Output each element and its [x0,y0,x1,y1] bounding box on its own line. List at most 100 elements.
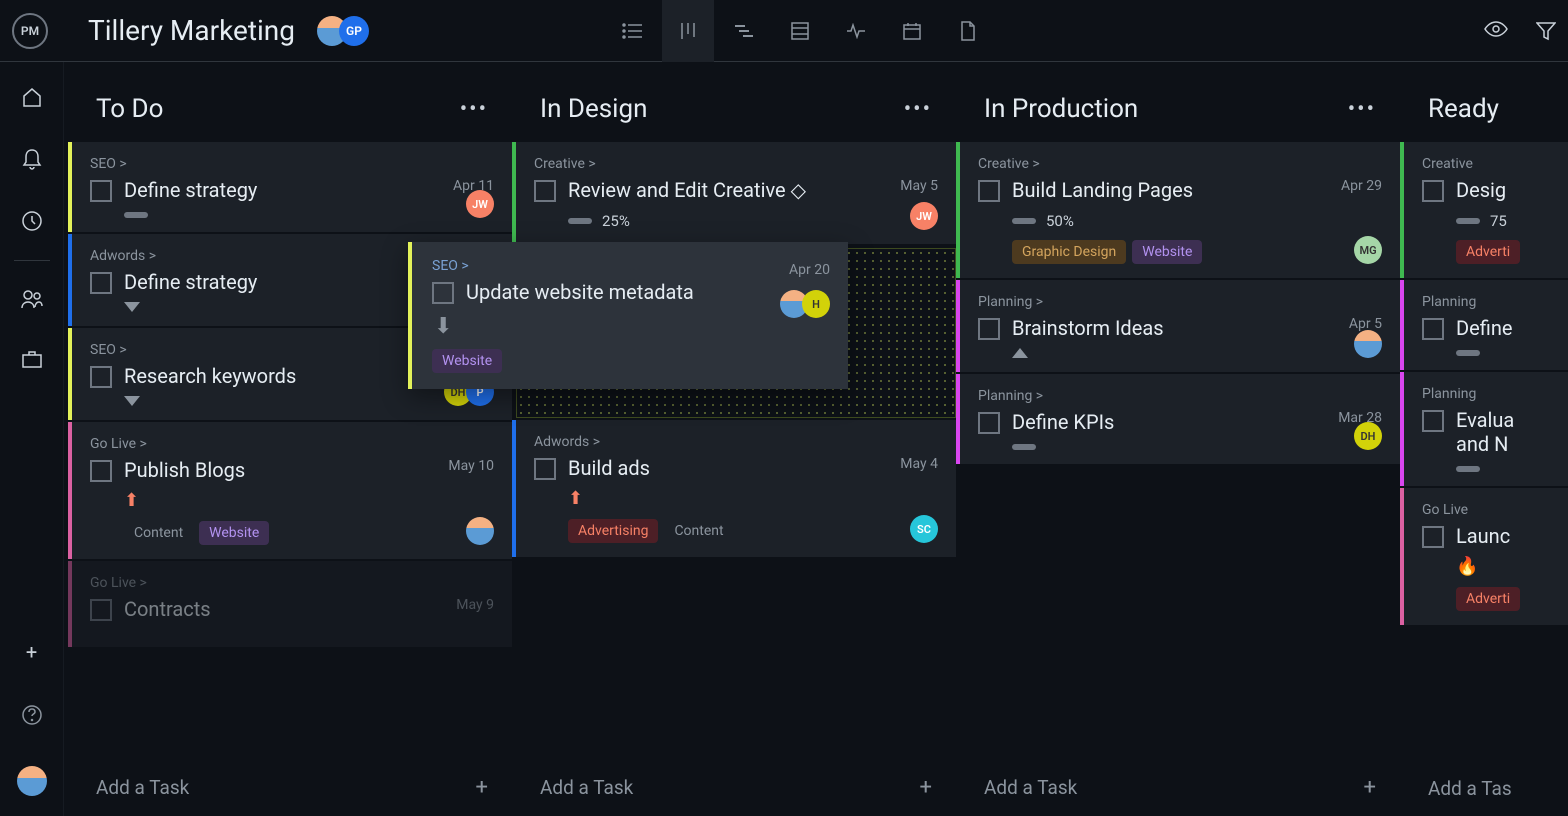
card-checkbox[interactable] [978,412,1000,434]
card[interactable]: PlanningDefine [1400,280,1568,370]
card-checkbox[interactable] [1422,318,1444,340]
briefcase-icon[interactable] [21,349,43,369]
user-avatar[interactable] [17,766,47,796]
view-gantt-icon[interactable] [718,0,770,62]
tag[interactable]: Graphic Design [1012,240,1126,264]
card-checkbox[interactable] [90,599,112,621]
card-avatar[interactable]: DH [1354,422,1382,450]
card-assignees[interactable]: MG [1360,236,1382,264]
view-file-icon[interactable] [942,0,994,62]
card-breadcrumb[interactable]: Planning [1422,294,1552,310]
card-assignees[interactable] [472,517,494,545]
filter-icon[interactable] [1536,21,1556,41]
card-checkbox[interactable] [90,272,112,294]
tag[interactable]: Adverti [1456,587,1520,611]
card-avatar[interactable]: JW [910,202,938,230]
card[interactable]: SEO >Define strategyApr 11JW [68,142,512,232]
card[interactable]: Go Live >Publish BlogsMay 10⬆ContentWebs… [68,422,512,559]
card-checkbox[interactable] [90,460,112,482]
card-checkbox[interactable] [534,458,556,480]
card[interactable]: Adwords >Build adsMay 4⬆AdvertisingConte… [512,420,956,557]
view-calendar-icon[interactable] [886,0,938,62]
add-task-button[interactable]: Add a Tas [1400,761,1568,816]
card-checkbox[interactable] [534,180,556,202]
view-activity-icon[interactable] [830,0,882,62]
column-menu-icon[interactable]: ••• [460,97,488,122]
add-task-label: Add a Task [540,776,633,799]
card-avatar[interactable]: SC [910,515,938,543]
card-assignees[interactable]: JW [916,202,938,230]
tag[interactable]: Website [432,349,502,373]
visibility-icon[interactable] [1484,21,1508,41]
card-breadcrumb[interactable]: Planning > [978,388,1382,404]
card-date: May 5 [900,178,938,194]
team-icon[interactable] [20,289,44,309]
card[interactable]: Creative >Build Landing PagesApr 2950%Gr… [956,142,1400,278]
tag[interactable]: Adverti [1456,240,1520,264]
card-avatar[interactable] [466,517,494,545]
card-breadcrumb[interactable]: Go Live > [90,436,494,452]
tag[interactable]: Website [1132,240,1202,264]
card-breadcrumb[interactable]: Planning [1422,386,1552,402]
card-assignees[interactable] [1360,330,1382,358]
card-breadcrumb[interactable]: Go Live [1422,502,1552,518]
card-assignees[interactable]: H [786,290,830,318]
view-board-icon[interactable] [662,0,714,62]
card-avatar[interactable]: MG [1354,236,1382,264]
tag[interactable]: Content [124,521,193,545]
card-checkbox[interactable] [978,318,1000,340]
add-task-button[interactable]: Add a Task+ [956,759,1400,816]
project-title[interactable]: Tillery Marketing [88,14,295,47]
sidebar-divider [14,260,50,261]
card-breadcrumb[interactable]: SEO > [90,156,494,172]
card-breadcrumb[interactable]: Adwords > [534,434,938,450]
card-checkbox[interactable] [432,282,454,304]
tag[interactable]: Content [664,519,733,543]
dragging-card[interactable]: SEO > Update website metadata Apr 20 ⬇ W… [408,242,848,389]
card-checkbox[interactable] [90,366,112,388]
view-table-icon[interactable] [774,0,826,62]
card-assignees[interactable]: JW [472,190,494,218]
card-checkbox[interactable] [1422,180,1444,202]
card-breadcrumb[interactable]: SEO > [432,258,828,274]
avatar-user-2[interactable]: GP [339,16,369,46]
tag[interactable]: Advertising [568,519,658,543]
card[interactable]: Go Live >ContractsMay 9 [68,561,512,647]
card-avatar[interactable] [1354,330,1382,358]
help-icon[interactable] [21,704,43,726]
card[interactable]: Creative >Review and Edit Creative ◇May … [512,142,956,244]
add-task-button[interactable]: Add a Task+ [512,759,956,816]
card-avatar[interactable]: JW [466,190,494,218]
logo[interactable]: PM [12,13,48,49]
card-avatar[interactable]: H [802,290,830,318]
card-breadcrumb[interactable]: Creative [1422,156,1552,172]
card-assignees[interactable]: SC [916,515,938,543]
column-menu-icon[interactable]: ••• [1348,97,1376,122]
card-breadcrumb[interactable]: Planning > [978,294,1382,310]
card-assignees[interactable]: DH [1360,422,1382,450]
card-checkbox[interactable] [978,180,1000,202]
card-checkbox[interactable] [1422,526,1444,548]
add-icon[interactable]: + [26,640,37,664]
card-title: Launc [1456,524,1552,548]
card-checkbox[interactable] [90,180,112,202]
card[interactable]: Planning >Define KPIsMar 28DH [956,374,1400,464]
column-menu-icon[interactable]: ••• [904,97,932,122]
card-tags: Website [432,349,828,373]
project-avatars[interactable]: GP [317,16,361,46]
add-task-button[interactable]: Add a Task+ [68,759,512,816]
tag[interactable]: Website [199,521,269,545]
card-breadcrumb[interactable]: Go Live > [90,575,494,591]
card-checkbox[interactable] [1422,410,1444,432]
card[interactable]: Go LiveLaunc🔥Adverti [1400,488,1568,625]
bell-icon[interactable] [22,148,42,170]
home-icon[interactable] [21,86,43,108]
card[interactable]: CreativeDesig75Adverti [1400,142,1568,278]
card-breadcrumb[interactable]: Creative > [978,156,1382,172]
column: In Production•••Creative >Build Landing … [956,74,1400,816]
card[interactable]: Planning >Brainstorm IdeasApr 5 [956,280,1400,372]
card-breadcrumb[interactable]: Creative > [534,156,938,172]
view-list-icon[interactable] [606,0,658,62]
card[interactable]: PlanningEvalua and N [1400,372,1568,486]
clock-icon[interactable] [21,210,43,232]
